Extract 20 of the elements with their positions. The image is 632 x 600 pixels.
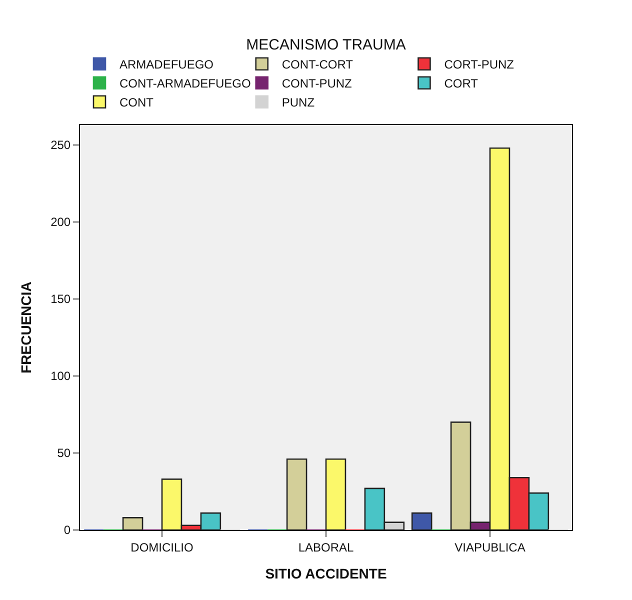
y-tick-label: 100 xyxy=(50,369,71,384)
x-tick-label: DOMICILIO xyxy=(130,540,194,554)
y-axis-title: FRECUENCIA xyxy=(18,282,34,374)
y-tick-label: 200 xyxy=(50,215,71,230)
legend-label: CONT-PUNZ xyxy=(282,76,352,91)
legend-label: CORT xyxy=(444,76,479,91)
legend-label: CONT-ARMADEFUEGO xyxy=(120,76,251,91)
y-tick-label: 0 xyxy=(64,523,71,538)
y-tick-label: 250 xyxy=(50,138,71,152)
y-tick-label: 150 xyxy=(50,292,71,306)
y-tick-label: 50 xyxy=(57,446,71,460)
x-tick-label: VIAPUBLICA xyxy=(454,540,526,554)
x-axis-title: SITIO ACCIDENTE xyxy=(265,566,387,582)
x-tick-label: LABORAL xyxy=(298,540,354,554)
legend-label: CONT-CORT xyxy=(282,58,354,72)
legend-label: ARMADEFUEGO xyxy=(120,58,214,72)
legend-label: CORT-PUNZ xyxy=(444,58,514,72)
legend-label: PUNZ xyxy=(282,96,315,110)
legend-label: CONT xyxy=(120,96,154,110)
legend-title: MECANISMO TRAUMA xyxy=(246,36,406,54)
